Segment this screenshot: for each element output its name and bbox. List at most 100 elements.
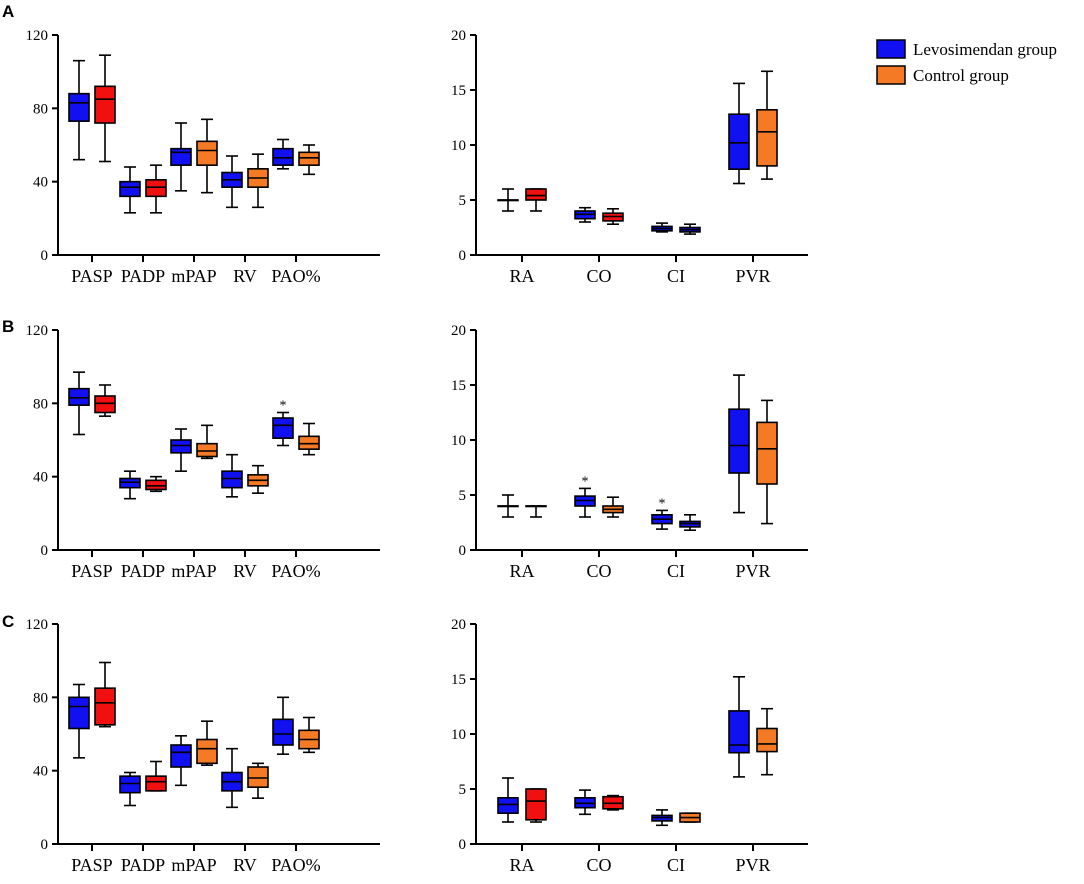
box-iqr	[756, 109, 778, 167]
y-tick-label: 20	[451, 323, 466, 339]
box-iqr	[298, 151, 320, 166]
x-tick-label-ra: RA	[509, 561, 534, 581]
legend: Levosimendan group Control group	[876, 39, 1057, 85]
box-rv-levosimendan	[221, 747, 243, 809]
box-ra-levosimendan	[497, 494, 519, 518]
y-tick-label: 15	[451, 378, 466, 394]
y-tick-label: 10	[451, 433, 466, 449]
box-iqr	[196, 738, 218, 765]
box-co-control	[602, 208, 624, 225]
box-rv-levosimendan	[221, 155, 243, 209]
box-ci-control	[679, 513, 701, 532]
box-mpap-levosimendan	[170, 735, 192, 787]
x-tick-label-pasp: PASP	[71, 561, 112, 581]
x-tick-label-pvr: PVR	[735, 855, 770, 875]
x-tick-label-co: CO	[586, 561, 611, 581]
box-iqr	[196, 442, 218, 458]
box-ra-control	[525, 188, 547, 212]
box-ci-levosimendan: *	[651, 496, 673, 530]
y-tick-label: 10	[451, 138, 466, 154]
box-mpap-levosimendan	[170, 122, 192, 192]
box-iqr	[119, 180, 141, 198]
box-iqr	[170, 147, 192, 166]
x-tick-label-ci: CI	[667, 855, 685, 875]
y-tick-label: 80	[33, 690, 48, 706]
box-ra-levosimendan	[497, 777, 519, 823]
box-pvr-control	[756, 399, 778, 525]
box-pao-pct-control	[298, 422, 320, 456]
legend-swatch-levosimendan	[876, 39, 906, 59]
box-iqr	[145, 479, 167, 491]
x-tick-label-co: CO	[586, 266, 611, 286]
box-co-control	[602, 496, 624, 518]
x-tick-label-mpap: mPAP	[171, 266, 216, 286]
box-padp-levosimendan	[119, 470, 141, 500]
box-ra-control	[525, 505, 547, 518]
box-rv-control	[247, 762, 269, 799]
box-pao-pct-levosimendan	[272, 138, 294, 170]
y-tick-label: 0	[41, 837, 49, 853]
y-tick-label: 10	[451, 727, 466, 743]
panel-letter-a: A	[2, 2, 14, 21]
box-iqr	[272, 417, 294, 439]
y-tick-label: 20	[451, 28, 466, 44]
box-iqr	[272, 147, 294, 166]
x-tick-label-padp: PADP	[121, 561, 165, 581]
panel-b: 0 40 80 120 PASP PADP mPAP RV PAO% *	[26, 323, 380, 581]
box-iqr	[221, 470, 243, 489]
y-tick-label: 0	[41, 543, 49, 559]
box-iqr	[170, 744, 192, 768]
box-pao-pct-control	[298, 716, 320, 754]
x-tick-label-pao-pct: PAO%	[271, 855, 320, 875]
box-iqr	[68, 387, 90, 406]
box-rv-levosimendan	[221, 453, 243, 498]
x-tick-label-ra: RA	[509, 855, 534, 875]
box-ci-levosimendan	[651, 222, 673, 233]
box-padp-control	[145, 475, 167, 493]
y-tick-label: 120	[26, 28, 49, 44]
y-tick-label: 40	[33, 470, 48, 486]
panel-letter-b: B	[2, 317, 14, 336]
box-ci-control	[679, 223, 701, 235]
box-ci-control	[679, 812, 701, 823]
y-tick-label: 80	[33, 101, 48, 117]
x-tick-label-rv: RV	[233, 855, 257, 875]
panel-c: 0 40 80 120 PASP PADP mPAP RV PAO%	[26, 617, 380, 875]
legend-label-levosimendan: Levosimendan group	[913, 40, 1057, 59]
box-iqr	[170, 439, 192, 454]
box-rv-control	[247, 153, 269, 209]
box-pasp-levosimendan	[68, 59, 90, 161]
box-pvr-levosimendan	[728, 82, 750, 185]
box-iqr	[525, 788, 547, 821]
x-tick-label-pasp: PASP	[71, 266, 112, 286]
x-tick-label-rv: RV	[233, 266, 257, 286]
x-tick-label-ci: CI	[667, 266, 685, 286]
box-padp-levosimendan	[119, 166, 141, 214]
y-tick-label: 80	[33, 396, 48, 412]
box-iqr	[247, 766, 269, 788]
box-mpap-levosimendan	[170, 428, 192, 472]
y-tick-label: 120	[26, 617, 49, 633]
y-tick-label: 0	[459, 837, 467, 853]
y-tick-label: 5	[459, 193, 467, 209]
box-iqr	[94, 395, 116, 414]
box-iqr	[728, 408, 750, 474]
box-iqr	[119, 775, 141, 794]
y-tick-label: 20	[451, 617, 466, 633]
box-pasp-levosimendan	[68, 371, 90, 436]
x-tick-label-ci: CI	[667, 561, 685, 581]
box-pvr-control	[756, 707, 778, 776]
box-co-levosimendan	[574, 206, 596, 223]
box-ci-levosimendan	[651, 809, 673, 827]
box-pao-pct-control	[298, 144, 320, 176]
x-tick-label-co: CO	[586, 855, 611, 875]
box-pvr-levosimendan	[728, 374, 750, 514]
x-tick-label-pao-pct: PAO%	[271, 561, 320, 581]
box-pasp-levosimendan	[68, 683, 90, 759]
box-rv-control	[247, 464, 269, 494]
box-iqr	[68, 92, 90, 122]
x-tick-label-pao-pct: PAO%	[271, 266, 320, 286]
box-padp-control	[145, 760, 167, 792]
box-iqr	[145, 179, 167, 198]
legend-label-control: Control group	[913, 66, 1009, 85]
